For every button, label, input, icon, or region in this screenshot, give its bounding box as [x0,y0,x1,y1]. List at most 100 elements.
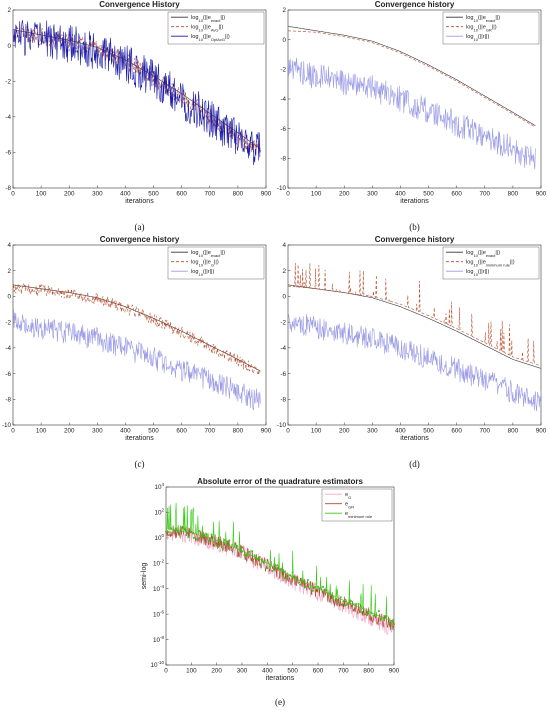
x-tick-label: 500 [287,668,298,675]
x-tick-label: 900 [261,191,272,198]
x-axis-label: iterations [400,435,429,442]
series-marker [342,600,345,603]
series-marker [388,622,390,625]
x-tick-label: 600 [176,191,187,198]
legend-label: log10(||eexact||) [466,250,500,258]
series-line-2 [12,283,261,375]
series-marker [279,568,281,571]
legend-text: ||) [495,15,500,21]
legend-subscript: exact [486,18,496,23]
series-line-3 [287,313,542,412]
panel-caption: (d) [409,459,420,469]
panel-caption: (e) [275,697,285,707]
x-tick-label: 400 [120,191,131,198]
x-tick-label: 300 [237,668,248,675]
series-marker [251,550,254,553]
x-tick-label: 800 [508,191,519,198]
series-marker [327,593,330,596]
chart-title: Convergence History [99,0,180,9]
series-marker [195,538,198,541]
series-marker [223,539,226,541]
y-tick-base: 10 [154,535,162,542]
legend-base: log [191,25,198,31]
x-tick-label: 400 [120,428,131,435]
y-tick-label: 10-10 [150,660,164,669]
series-marker [284,570,286,573]
legend-base: e [345,511,348,517]
x-tick-label: 900 [389,668,400,675]
x-tick-label: 300 [92,191,103,198]
legend-base: log [191,15,198,21]
y-tick-label: -6 [280,126,286,133]
legend-subscript: G [348,495,351,500]
y-tick-base: 10 [153,611,161,618]
series-marker [339,596,342,599]
series-marker [248,550,251,553]
legend-text: (||e [203,250,211,256]
series-marker [210,533,213,536]
y-tick-exponent: 4 [161,482,164,487]
chart-title: Convergence history [375,235,455,244]
y-tick-label: 4 [7,242,11,249]
series-marker [261,560,264,563]
legend-text: (||r||) [478,269,490,275]
series-marker [304,585,307,588]
y-tick-exponent: 2 [161,508,164,513]
y-tick-label: 0 [7,43,11,50]
series-marker [276,564,279,567]
y-tick-label: 0 [7,294,11,301]
x-tick-label: 0 [286,191,290,198]
series-marker [306,579,309,582]
series-marker [281,575,284,578]
series-marker [274,563,276,566]
legend-text: (||e [478,260,486,266]
series-marker [180,526,183,529]
y-tick-label: 0 [282,294,286,301]
legend-subscript: minimum rule [486,262,511,267]
x-tick-label: 500 [423,428,434,435]
x-tick-label: 900 [536,428,547,435]
y-tick-base: 10 [154,510,162,517]
x-axis-label: iterations [125,198,154,205]
chart-title: Convergence history [100,235,180,244]
legend-subscript: exact [211,18,221,23]
series-marker [367,612,370,615]
x-tick-label: 500 [148,191,159,198]
x-tick-label: 500 [148,428,159,435]
legend-subscript: 10 [473,262,478,267]
series-marker [360,611,362,614]
legend-text: ||) [220,250,225,256]
series-marker [225,540,228,543]
legend-label: log10(||eminimum rule||) [466,260,515,268]
panel-caption: (c) [135,459,145,469]
series-marker [205,533,208,536]
series-marker [317,585,319,588]
series-line-1 [13,284,261,372]
legend-text: (||e [478,15,486,21]
series-marker [203,533,205,536]
y-tick-label: 10-8 [153,635,165,644]
series-marker [309,586,312,589]
series-marker [192,536,195,539]
series-marker [233,545,236,548]
x-tick-label: 400 [262,668,273,675]
series-marker [170,527,172,530]
series-marker [375,614,378,616]
series-marker [220,546,223,549]
series-marker [246,554,248,556]
series-marker [286,577,289,579]
series-marker [377,610,380,613]
panel-caption: (a) [135,222,145,232]
legend-base: log [191,269,198,275]
legend-text: ||) [510,260,515,266]
series-marker [230,549,233,552]
y-tick-label: 4 [282,242,286,249]
series-marker [370,612,373,615]
series-marker [165,530,167,533]
x-tick-label: 200 [64,428,75,435]
y-tick-label: -10 [2,422,12,429]
series-marker [256,558,259,561]
